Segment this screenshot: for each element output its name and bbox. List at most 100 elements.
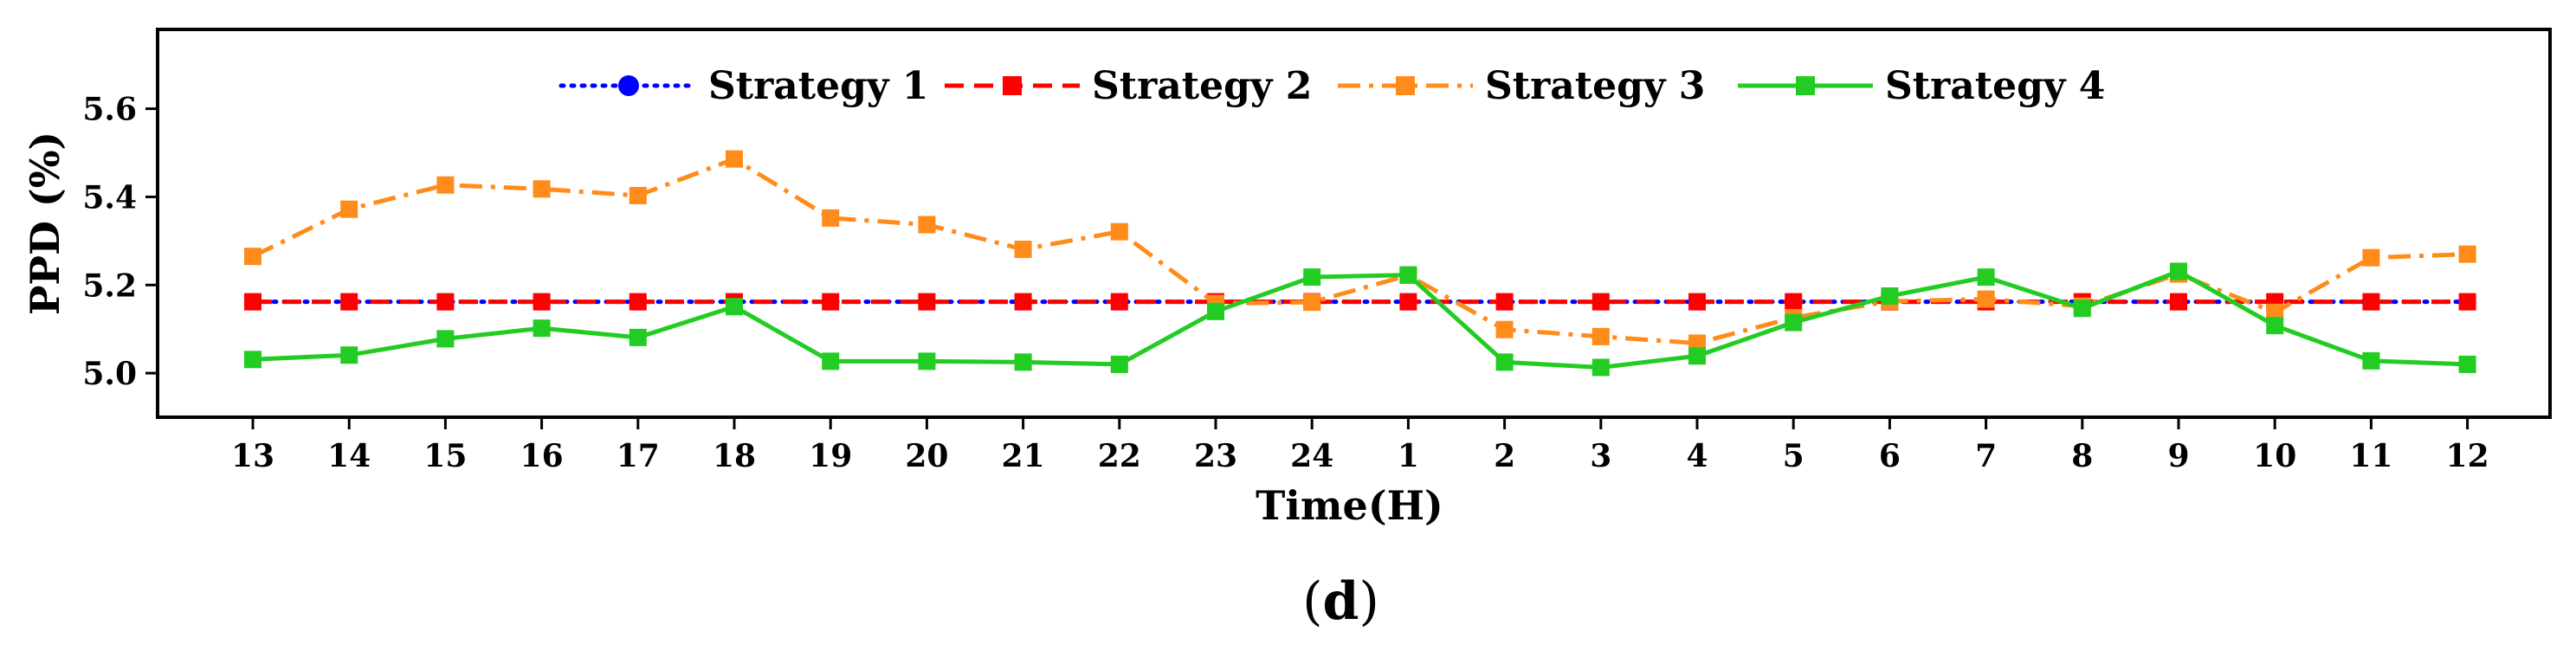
series-2 bbox=[244, 293, 2476, 311]
x-tick-label: 17 bbox=[617, 438, 660, 474]
data-point bbox=[1785, 293, 1803, 311]
data-point bbox=[340, 346, 358, 364]
legend-entry: Strategy 3 bbox=[1338, 64, 1705, 108]
data-point bbox=[436, 176, 455, 194]
y-tick-label: 5.0 bbox=[82, 356, 137, 392]
data-point bbox=[533, 319, 551, 338]
data-point bbox=[2458, 355, 2476, 373]
data-point bbox=[822, 209, 840, 227]
series-4 bbox=[244, 262, 2476, 377]
data-point bbox=[2170, 293, 2187, 311]
legend-marker bbox=[1396, 76, 1415, 95]
data-point bbox=[629, 293, 647, 311]
data-point bbox=[629, 328, 647, 346]
data-point bbox=[1110, 293, 1128, 311]
data-point bbox=[1977, 290, 1995, 308]
data-point bbox=[1303, 268, 1321, 287]
data-point bbox=[1688, 347, 1706, 365]
data-point bbox=[2266, 303, 2284, 321]
plot-frame bbox=[156, 28, 2552, 419]
data-point bbox=[1785, 313, 1803, 332]
legend-marker bbox=[1796, 76, 1815, 95]
x-tick-label: 5 bbox=[1783, 438, 1804, 474]
data-point bbox=[244, 248, 261, 266]
data-point bbox=[1014, 241, 1032, 259]
legend-entry: Strategy 4 bbox=[1738, 64, 2105, 108]
x-tick-label: 14 bbox=[327, 438, 371, 474]
data-point bbox=[726, 150, 743, 168]
y-axis-title: PPD (%) bbox=[22, 132, 68, 315]
data-point bbox=[2266, 317, 2284, 335]
data-point bbox=[1591, 293, 1610, 311]
x-tick-label: 24 bbox=[1290, 438, 1333, 474]
data-point bbox=[1303, 293, 1321, 312]
data-point bbox=[1495, 320, 1514, 338]
data-point bbox=[1591, 358, 1610, 377]
x-tick-label: 15 bbox=[423, 438, 467, 474]
data-point bbox=[2458, 293, 2476, 311]
data-point bbox=[1399, 266, 1417, 284]
data-point bbox=[918, 216, 936, 234]
x-tick-label: 6 bbox=[1879, 438, 1901, 474]
x-tick-label: 7 bbox=[1975, 438, 1997, 474]
x-tick-label: 19 bbox=[809, 438, 852, 474]
legend-marker bbox=[618, 75, 639, 96]
data-point bbox=[1014, 293, 1032, 311]
x-tick-label: 18 bbox=[713, 438, 756, 474]
x-tick-label: 13 bbox=[231, 438, 274, 474]
series-line bbox=[251, 157, 2468, 345]
data-point bbox=[1014, 353, 1032, 371]
data-point bbox=[436, 330, 455, 348]
data-point bbox=[2362, 293, 2380, 311]
series-3 bbox=[244, 150, 2476, 352]
data-point bbox=[1110, 355, 1128, 373]
legend-label: Strategy 3 bbox=[1485, 64, 1705, 108]
x-tick-label: 4 bbox=[1686, 438, 1708, 474]
x-tick-label: 1 bbox=[1398, 438, 1419, 474]
legend-marker bbox=[1003, 76, 1022, 95]
x-tick-label: 2 bbox=[1494, 438, 1515, 474]
data-point bbox=[2362, 248, 2380, 267]
legend-entry: Strategy 2 bbox=[945, 64, 1312, 108]
x-tick-label: 16 bbox=[520, 438, 564, 474]
x-tick-label: 11 bbox=[2349, 438, 2392, 474]
legend-label: Strategy 2 bbox=[1092, 64, 1312, 108]
y-tick-label: 5.4 bbox=[82, 179, 137, 216]
data-point bbox=[918, 293, 936, 311]
data-point bbox=[1591, 327, 1610, 345]
data-point bbox=[2458, 245, 2476, 263]
legend-label: Strategy 4 bbox=[1885, 64, 2105, 108]
data-point bbox=[1399, 293, 1417, 311]
x-tick-label: 3 bbox=[1590, 438, 1611, 474]
data-point bbox=[822, 352, 840, 370]
x-tick-label: 20 bbox=[905, 438, 948, 474]
x-tick-label: 10 bbox=[2253, 438, 2296, 474]
data-point bbox=[1977, 268, 1995, 287]
subfigure-label: (d) bbox=[1302, 571, 1379, 632]
data-point bbox=[533, 180, 551, 198]
data-point bbox=[1495, 293, 1514, 311]
data-point bbox=[2170, 262, 2187, 280]
x-tick-label: 21 bbox=[1002, 438, 1045, 474]
y-tick-label: 5.2 bbox=[82, 267, 137, 304]
data-point bbox=[1688, 293, 1706, 311]
data-point bbox=[822, 293, 840, 311]
data-point bbox=[1207, 302, 1224, 320]
data-point bbox=[629, 186, 647, 204]
series-line bbox=[252, 268, 2468, 370]
data-point bbox=[244, 351, 261, 369]
data-point bbox=[918, 352, 936, 370]
x-tick-label: 22 bbox=[1098, 438, 1141, 474]
x-tick-label: 8 bbox=[2071, 438, 2093, 474]
data-point bbox=[340, 293, 358, 311]
data-point bbox=[726, 298, 743, 316]
data-point bbox=[244, 293, 261, 311]
data-point bbox=[436, 293, 455, 311]
x-tick-label: 9 bbox=[2167, 438, 2189, 474]
legend-entry: Strategy 1 bbox=[558, 64, 928, 108]
data-point bbox=[1881, 287, 1899, 305]
data-point bbox=[2073, 300, 2091, 318]
x-tick-label: 12 bbox=[2446, 438, 2489, 474]
